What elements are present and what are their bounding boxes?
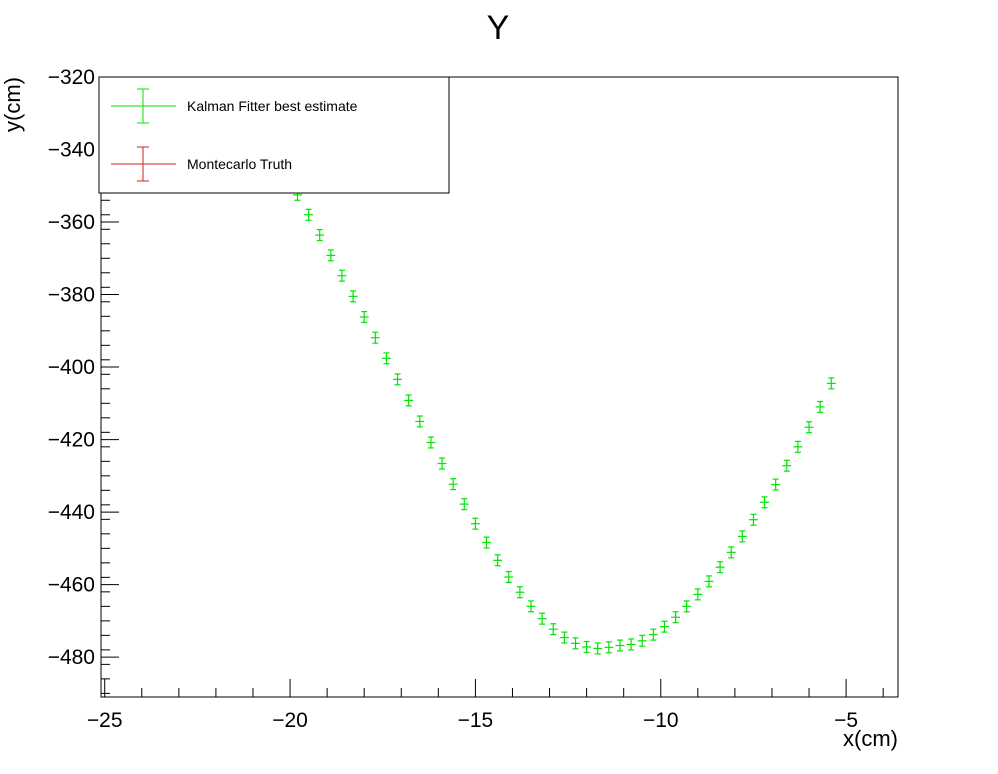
y-tick-label: −440: [48, 501, 95, 524]
y-tick-label: −400: [48, 356, 95, 379]
legend-entry-truth: Montecarlo Truth: [111, 146, 292, 182]
data-point: [615, 639, 625, 652]
data-point: [404, 394, 414, 407]
y-tick-label: −480: [48, 646, 95, 669]
data-point: [682, 600, 692, 613]
data-point: [571, 637, 580, 650]
data-point: [815, 400, 825, 413]
data-point: [604, 641, 614, 654]
legend-box: [98, 76, 450, 194]
data-point: [637, 634, 647, 647]
data-point: [804, 421, 814, 434]
data-point: [748, 513, 758, 526]
data-point: [315, 229, 325, 242]
data-point: [381, 352, 391, 365]
data-point: [370, 331, 380, 344]
x-axis: −25 −20 −15 −10 −5: [87, 679, 884, 732]
data-point: [559, 631, 569, 644]
data-point: [826, 377, 836, 390]
data-point: [326, 249, 336, 262]
legend-truth-label: Montecarlo Truth: [187, 156, 292, 172]
y-tick-label: −340: [48, 139, 95, 162]
data-point: [459, 498, 469, 511]
data-point: [537, 612, 547, 625]
data-point: [626, 638, 636, 651]
y-tick-label: −360: [48, 211, 95, 234]
x-tick-label: −25: [87, 709, 123, 732]
data-point: [693, 588, 703, 601]
y-tick-label: −380: [48, 284, 95, 307]
y-tick-label: −320: [48, 66, 95, 89]
data-point: [760, 496, 769, 509]
data-point: [726, 546, 736, 559]
data-point: [782, 459, 792, 472]
data-point: [704, 575, 714, 588]
x-tick-label: −15: [458, 709, 494, 732]
chart-title: Y: [487, 9, 510, 47]
data-point: [448, 478, 458, 491]
data-point: [482, 536, 491, 549]
data-point: [437, 457, 447, 470]
data-point: [648, 628, 658, 641]
x-tick-label: −20: [272, 709, 308, 732]
data-point: [337, 269, 347, 282]
legend-entry-kalman: Kalman Fitter best estimate: [111, 88, 358, 124]
x-axis-label: x(cm): [843, 726, 898, 751]
data-point: [548, 623, 558, 636]
data-point: [771, 478, 781, 491]
data-point: [359, 310, 369, 324]
data-point: [470, 517, 480, 530]
data-point: [304, 208, 314, 221]
data-point: [660, 620, 669, 633]
y-tick-label: −460: [48, 574, 95, 597]
data-point: [348, 290, 358, 303]
y-tick-label: −420: [48, 429, 95, 452]
data-point: [671, 611, 681, 624]
data-point: [393, 373, 403, 386]
data-point: [415, 415, 425, 428]
y-axis-label: y(cm): [0, 77, 25, 132]
x-tick-label: −5: [834, 709, 858, 732]
data-point: [504, 570, 514, 584]
legend-kalman-label: Kalman Fitter best estimate: [187, 98, 358, 114]
data-point: [793, 440, 803, 453]
data-point: [493, 554, 503, 567]
data-point: [426, 436, 436, 449]
data-point: [526, 600, 536, 613]
plot-frame: [100, 76, 899, 698]
legend: Kalman Fitter best estimate Montecarlo T…: [98, 76, 450, 194]
x-tick-label: −10: [643, 709, 679, 732]
data-point: [715, 561, 725, 574]
y-axis: −320 −340 −360 −380 −400 −420 −440 −460 −480: [48, 66, 119, 694]
data-point: [515, 586, 525, 599]
data-point: [737, 530, 747, 543]
data-point: [582, 640, 592, 654]
data-point: [593, 642, 603, 655]
